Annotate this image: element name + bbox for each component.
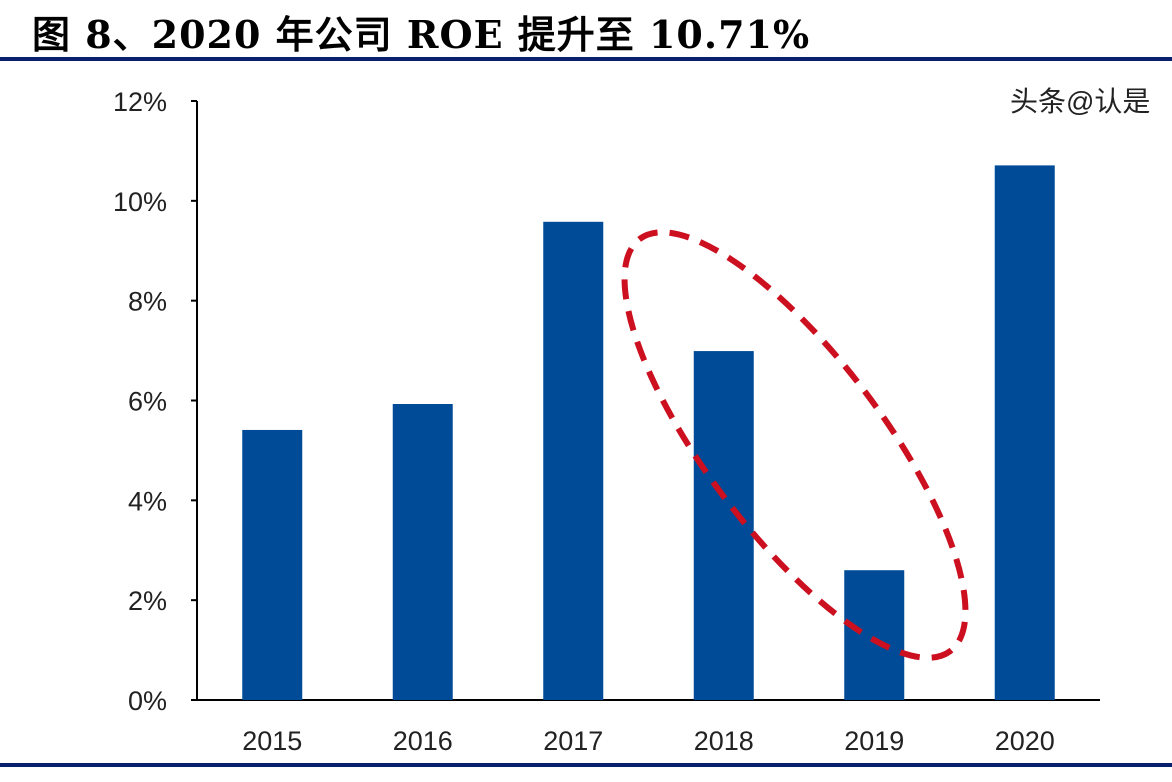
bar-2015 xyxy=(242,429,303,700)
bar-2018 xyxy=(693,351,754,700)
figure-title: 图 8、2020 年公司 ROE 提升至 10.71% xyxy=(32,12,811,57)
x-tick-label: 2018 xyxy=(694,726,754,756)
bar-2016 xyxy=(392,403,453,700)
title-underline xyxy=(0,57,1172,61)
y-tick-label: 8% xyxy=(128,287,167,317)
x-tick-label: 2017 xyxy=(543,726,603,756)
x-tick-label: 2020 xyxy=(995,726,1055,756)
y-tick-label: 2% xyxy=(128,586,167,616)
y-tick-label: 0% xyxy=(128,686,167,716)
bar-2017 xyxy=(543,221,604,700)
watermark: 头条@认是 xyxy=(1010,86,1151,117)
y-tick-label: 12% xyxy=(113,87,167,117)
x-tick-label: 2019 xyxy=(844,726,904,756)
bar-2020 xyxy=(994,165,1055,700)
highlight-ellipse xyxy=(621,229,969,661)
y-tick-label: 10% xyxy=(113,187,167,217)
bar-2019 xyxy=(844,570,905,700)
x-tick-label: 2015 xyxy=(242,726,302,756)
bottom-rule xyxy=(0,763,1172,767)
x-tick-label: 2016 xyxy=(393,726,453,756)
y-tick-label: 4% xyxy=(128,486,167,516)
y-tick-label: 6% xyxy=(128,387,167,417)
